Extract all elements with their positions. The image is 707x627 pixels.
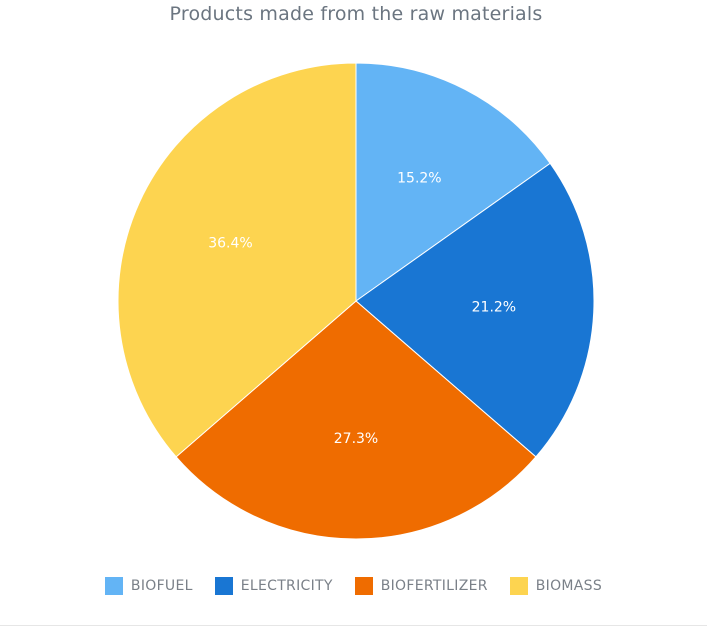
- slice-label-electricity: 21.2%: [472, 300, 516, 316]
- pie-slice-biofuel[interactable]: [355, 62, 551, 302]
- legend-item-biofuel[interactable]: BIOFUEL: [104, 577, 193, 595]
- legend-item-electricity[interactable]: ELECTRICITY: [214, 577, 333, 595]
- legend-swatch: [354, 577, 373, 595]
- legend-item-biofertilizer[interactable]: BIOFERTILIZER: [354, 577, 488, 595]
- chart-legend: BIOFUEL ELECTRICITY BIOFERTILIZER BIOMASS: [0, 577, 707, 595]
- pie-slice-electricity[interactable]: [355, 162, 595, 458]
- slice-label-biomass: 36.4%: [208, 236, 252, 252]
- legend-swatch: [214, 577, 233, 595]
- pie-slices: [117, 62, 595, 540]
- legend-label: ELECTRICITY: [240, 578, 333, 594]
- legend-label: BIOFUEL: [130, 578, 193, 594]
- slice-label-biofuel: 15.2%: [397, 170, 441, 186]
- legend-swatch: [509, 577, 528, 595]
- legend-label: BIOFERTILIZER: [380, 578, 488, 594]
- legend-item-biomass[interactable]: BIOMASS: [509, 577, 603, 595]
- bottom-divider: [0, 625, 707, 626]
- chart-title: Products made from the raw materials: [169, 3, 543, 25]
- pie-slice-biomass[interactable]: [117, 62, 357, 458]
- pie-slice-biofertilizer[interactable]: [175, 300, 537, 540]
- legend-label: BIOMASS: [535, 578, 603, 594]
- slice-label-biofertilizer: 27.3%: [334, 431, 378, 447]
- pie-slice-labels: 15.2% 21.2% 27.3% 36.4%: [208, 170, 516, 447]
- legend-swatch: [104, 577, 123, 595]
